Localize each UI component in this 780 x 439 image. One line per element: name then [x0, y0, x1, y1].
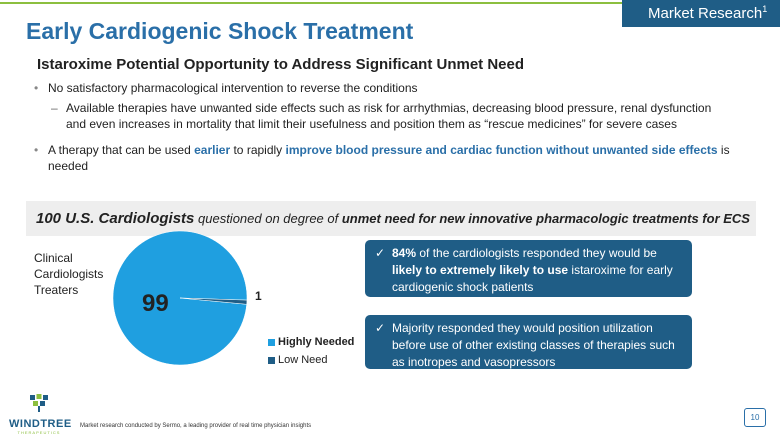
- bullet-list: • No satisfactory pharmacological interv…: [34, 80, 734, 174]
- legend-item-highly-needed: Highly Needed: [268, 333, 354, 351]
- survey-middle: questioned on degree of: [194, 211, 342, 226]
- bullet-item: • No satisfactory pharmacological interv…: [34, 80, 734, 96]
- highlight-improve: improve blood pressure and cardiac funct…: [285, 143, 718, 157]
- legend-label: Low Need: [278, 354, 328, 366]
- logo-wordmark: WINDTREE: [9, 418, 72, 430]
- survey-caption: 100 U.S. Cardiologists questioned on deg…: [36, 210, 750, 227]
- pie-group-label: Clinical Cardiologists Treaters: [34, 251, 104, 297]
- footnote: Market research conducted by Sermo, a le…: [80, 423, 312, 429]
- bullet-dot-icon: •: [34, 143, 39, 157]
- top-accent-line: [0, 2, 780, 4]
- logo-subtext: THERAPEUTICS: [17, 430, 61, 435]
- callout-text: Majority responded they would position u…: [392, 321, 675, 369]
- tree-logo-icon: [30, 394, 48, 412]
- pie-slice-low-need: [179, 297, 248, 305]
- chart-legend: Highly Needed Low Need: [268, 333, 354, 369]
- legend-swatch: [268, 356, 275, 364]
- footnote-marker: 1: [762, 4, 768, 14]
- bullet-text-middle: to rapidly: [230, 143, 286, 157]
- callout-majority: ✓ Majority responded they would position…: [365, 315, 692, 369]
- legend-swatch: [268, 338, 275, 346]
- bullet-item: • A therapy that can be used earlier to …: [34, 142, 734, 174]
- callout-emphasis: likely to extremely likely to use: [392, 263, 569, 277]
- checkmark-icon: ✓: [375, 321, 386, 335]
- pie-data-label-highly-needed: 99: [142, 290, 169, 317]
- pie-data-label-low-need: 1: [255, 289, 262, 303]
- survey-lead: 100 U.S. Cardiologists: [36, 210, 195, 227]
- bullet-text-start: A therapy that can be used: [48, 143, 195, 157]
- callout-text-end: istaroxime for early cardiogenic shock p…: [392, 263, 673, 294]
- page-title: Early Cardiogenic Shock Treatment: [26, 18, 414, 44]
- bullet-text-end: is needed: [48, 143, 730, 173]
- bullet-text: No satisfactory pharmacological interven…: [48, 81, 418, 95]
- market-research-label: Market Research: [648, 5, 763, 22]
- slide-subtitle: Istaroxime Potential Opportunity to Addr…: [37, 56, 525, 73]
- pie-chart: [112, 230, 248, 366]
- dash-icon: –: [51, 101, 58, 115]
- callout-84-percent: ✓ 84% of the cardiologists responded the…: [365, 240, 692, 297]
- legend-label: Highly Needed: [278, 336, 355, 348]
- legend-item-low-need: Low Need: [268, 351, 354, 369]
- sub-bullet-item: – Available therapies have unwanted side…: [34, 100, 734, 132]
- survey-band: [26, 201, 756, 236]
- sub-bullet-text: Available therapies have unwanted side e…: [66, 101, 712, 131]
- highlight-earlier: earlier: [194, 143, 231, 157]
- bullet-dot-icon: •: [34, 81, 39, 95]
- callout-percent: 84%: [392, 246, 417, 260]
- survey-emphasis: unmet need for new innovative pharmacolo…: [341, 211, 750, 226]
- callout-text: of the cardiologists responded they woul…: [416, 246, 657, 260]
- checkmark-icon: ✓: [375, 246, 386, 260]
- market-research-tab: Market Research1: [622, 0, 780, 27]
- page-number: 10: [744, 408, 766, 427]
- windtree-logo: WINDTREE THERAPEUTICS: [9, 393, 72, 436]
